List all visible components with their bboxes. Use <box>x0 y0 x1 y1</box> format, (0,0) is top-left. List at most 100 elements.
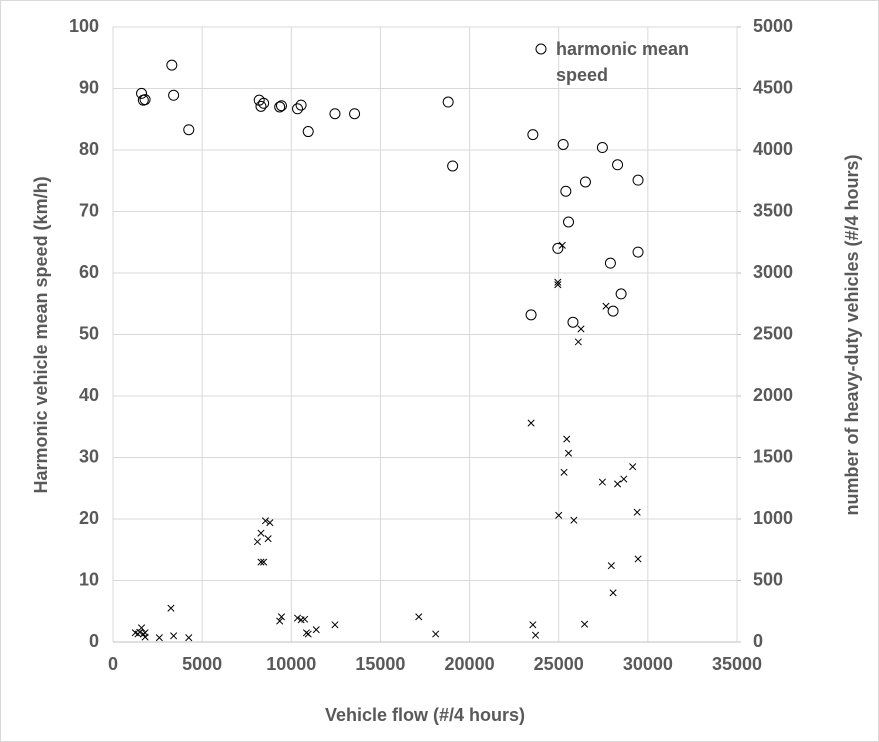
point <box>615 288 627 300</box>
point <box>277 613 286 621</box>
point <box>607 562 615 570</box>
point <box>301 615 309 623</box>
y2-axis-label: number of heavy-duty vehicles (#/4 hours… <box>842 154 862 515</box>
y2-tick-label: 2000 <box>753 385 793 405</box>
x-tick-label: 10000 <box>266 654 316 674</box>
y-tick-label: 70 <box>79 200 99 220</box>
x-axis-label: Vehicle flow (#/4 hours) <box>325 705 525 725</box>
point <box>258 97 270 109</box>
y2-tick-label: 3000 <box>753 262 793 282</box>
point <box>579 176 591 188</box>
point <box>141 629 149 637</box>
point <box>432 630 440 638</box>
point <box>185 634 193 642</box>
point <box>555 511 563 519</box>
point <box>266 519 274 527</box>
y-tick-label: 20 <box>79 508 99 528</box>
point <box>442 96 454 108</box>
y-tick-label: 30 <box>79 446 99 466</box>
x-tick-label: 25000 <box>534 654 584 674</box>
point <box>276 617 284 625</box>
point <box>257 529 265 537</box>
point <box>529 621 537 629</box>
point <box>552 242 564 254</box>
legend: harmonic mean speed <box>535 36 706 88</box>
point <box>602 302 610 310</box>
y-tick-label: 80 <box>79 139 99 159</box>
point <box>554 281 562 289</box>
x-tick-label: 5000 <box>182 654 222 674</box>
point <box>634 555 642 563</box>
point <box>596 142 608 154</box>
point <box>560 185 572 197</box>
x-tick-label: 35000 <box>712 654 762 674</box>
point <box>632 246 644 258</box>
y2-tick-label: 4500 <box>753 77 793 97</box>
y2-tick-label: 2500 <box>753 323 793 343</box>
point <box>312 626 320 634</box>
point <box>604 257 616 269</box>
y-tick-label: 40 <box>79 385 99 405</box>
point <box>331 621 339 629</box>
point <box>560 468 568 476</box>
point <box>155 634 163 642</box>
point <box>620 475 628 483</box>
x-tick-label: 15000 <box>355 654 405 674</box>
y2-tick-label: 5000 <box>753 16 793 36</box>
y2-tick-label: 500 <box>753 569 783 589</box>
legend-symbol <box>535 43 547 55</box>
y-axis-label: Harmonic vehicle mean speed (km/h) <box>31 176 51 493</box>
y-tick-label: 90 <box>79 77 99 97</box>
point <box>612 159 624 171</box>
point <box>137 624 146 632</box>
point <box>633 508 641 516</box>
legend-label: harmonic mean speed <box>556 39 690 85</box>
point <box>295 99 307 111</box>
point <box>531 631 540 639</box>
point <box>136 87 148 99</box>
point <box>527 419 535 427</box>
point <box>558 241 566 249</box>
y-tick-label: 50 <box>79 323 99 343</box>
x-tick-label: 30000 <box>623 654 673 674</box>
point <box>293 614 302 622</box>
point <box>613 480 622 488</box>
point <box>567 316 579 328</box>
point <box>525 309 537 321</box>
point <box>577 325 585 333</box>
point <box>170 632 178 640</box>
point <box>275 100 287 112</box>
point <box>261 517 269 525</box>
y-tick-label: 100 <box>69 16 99 36</box>
point <box>570 516 578 524</box>
point <box>563 216 575 228</box>
point <box>581 620 589 628</box>
point <box>253 538 261 546</box>
legend-entry: harmonic mean speed <box>535 36 706 88</box>
y-tick-label: 60 <box>79 262 99 282</box>
point <box>554 278 562 286</box>
point <box>274 101 286 113</box>
point <box>527 129 539 141</box>
point <box>598 478 606 486</box>
y2-tick-label: 1500 <box>753 446 793 466</box>
point <box>264 535 272 543</box>
point <box>255 100 267 112</box>
point <box>329 108 341 120</box>
y2-tick-label: 4000 <box>753 139 793 159</box>
x-tick-label: 0 <box>108 654 118 674</box>
point <box>166 59 178 71</box>
point <box>557 138 569 150</box>
y-tick-label: 10 <box>79 569 99 589</box>
point <box>632 174 644 186</box>
point <box>139 94 151 106</box>
point <box>257 558 265 566</box>
legend-marker <box>535 43 547 55</box>
point <box>574 338 582 346</box>
point <box>167 604 175 612</box>
point <box>563 435 571 443</box>
point <box>349 108 361 120</box>
